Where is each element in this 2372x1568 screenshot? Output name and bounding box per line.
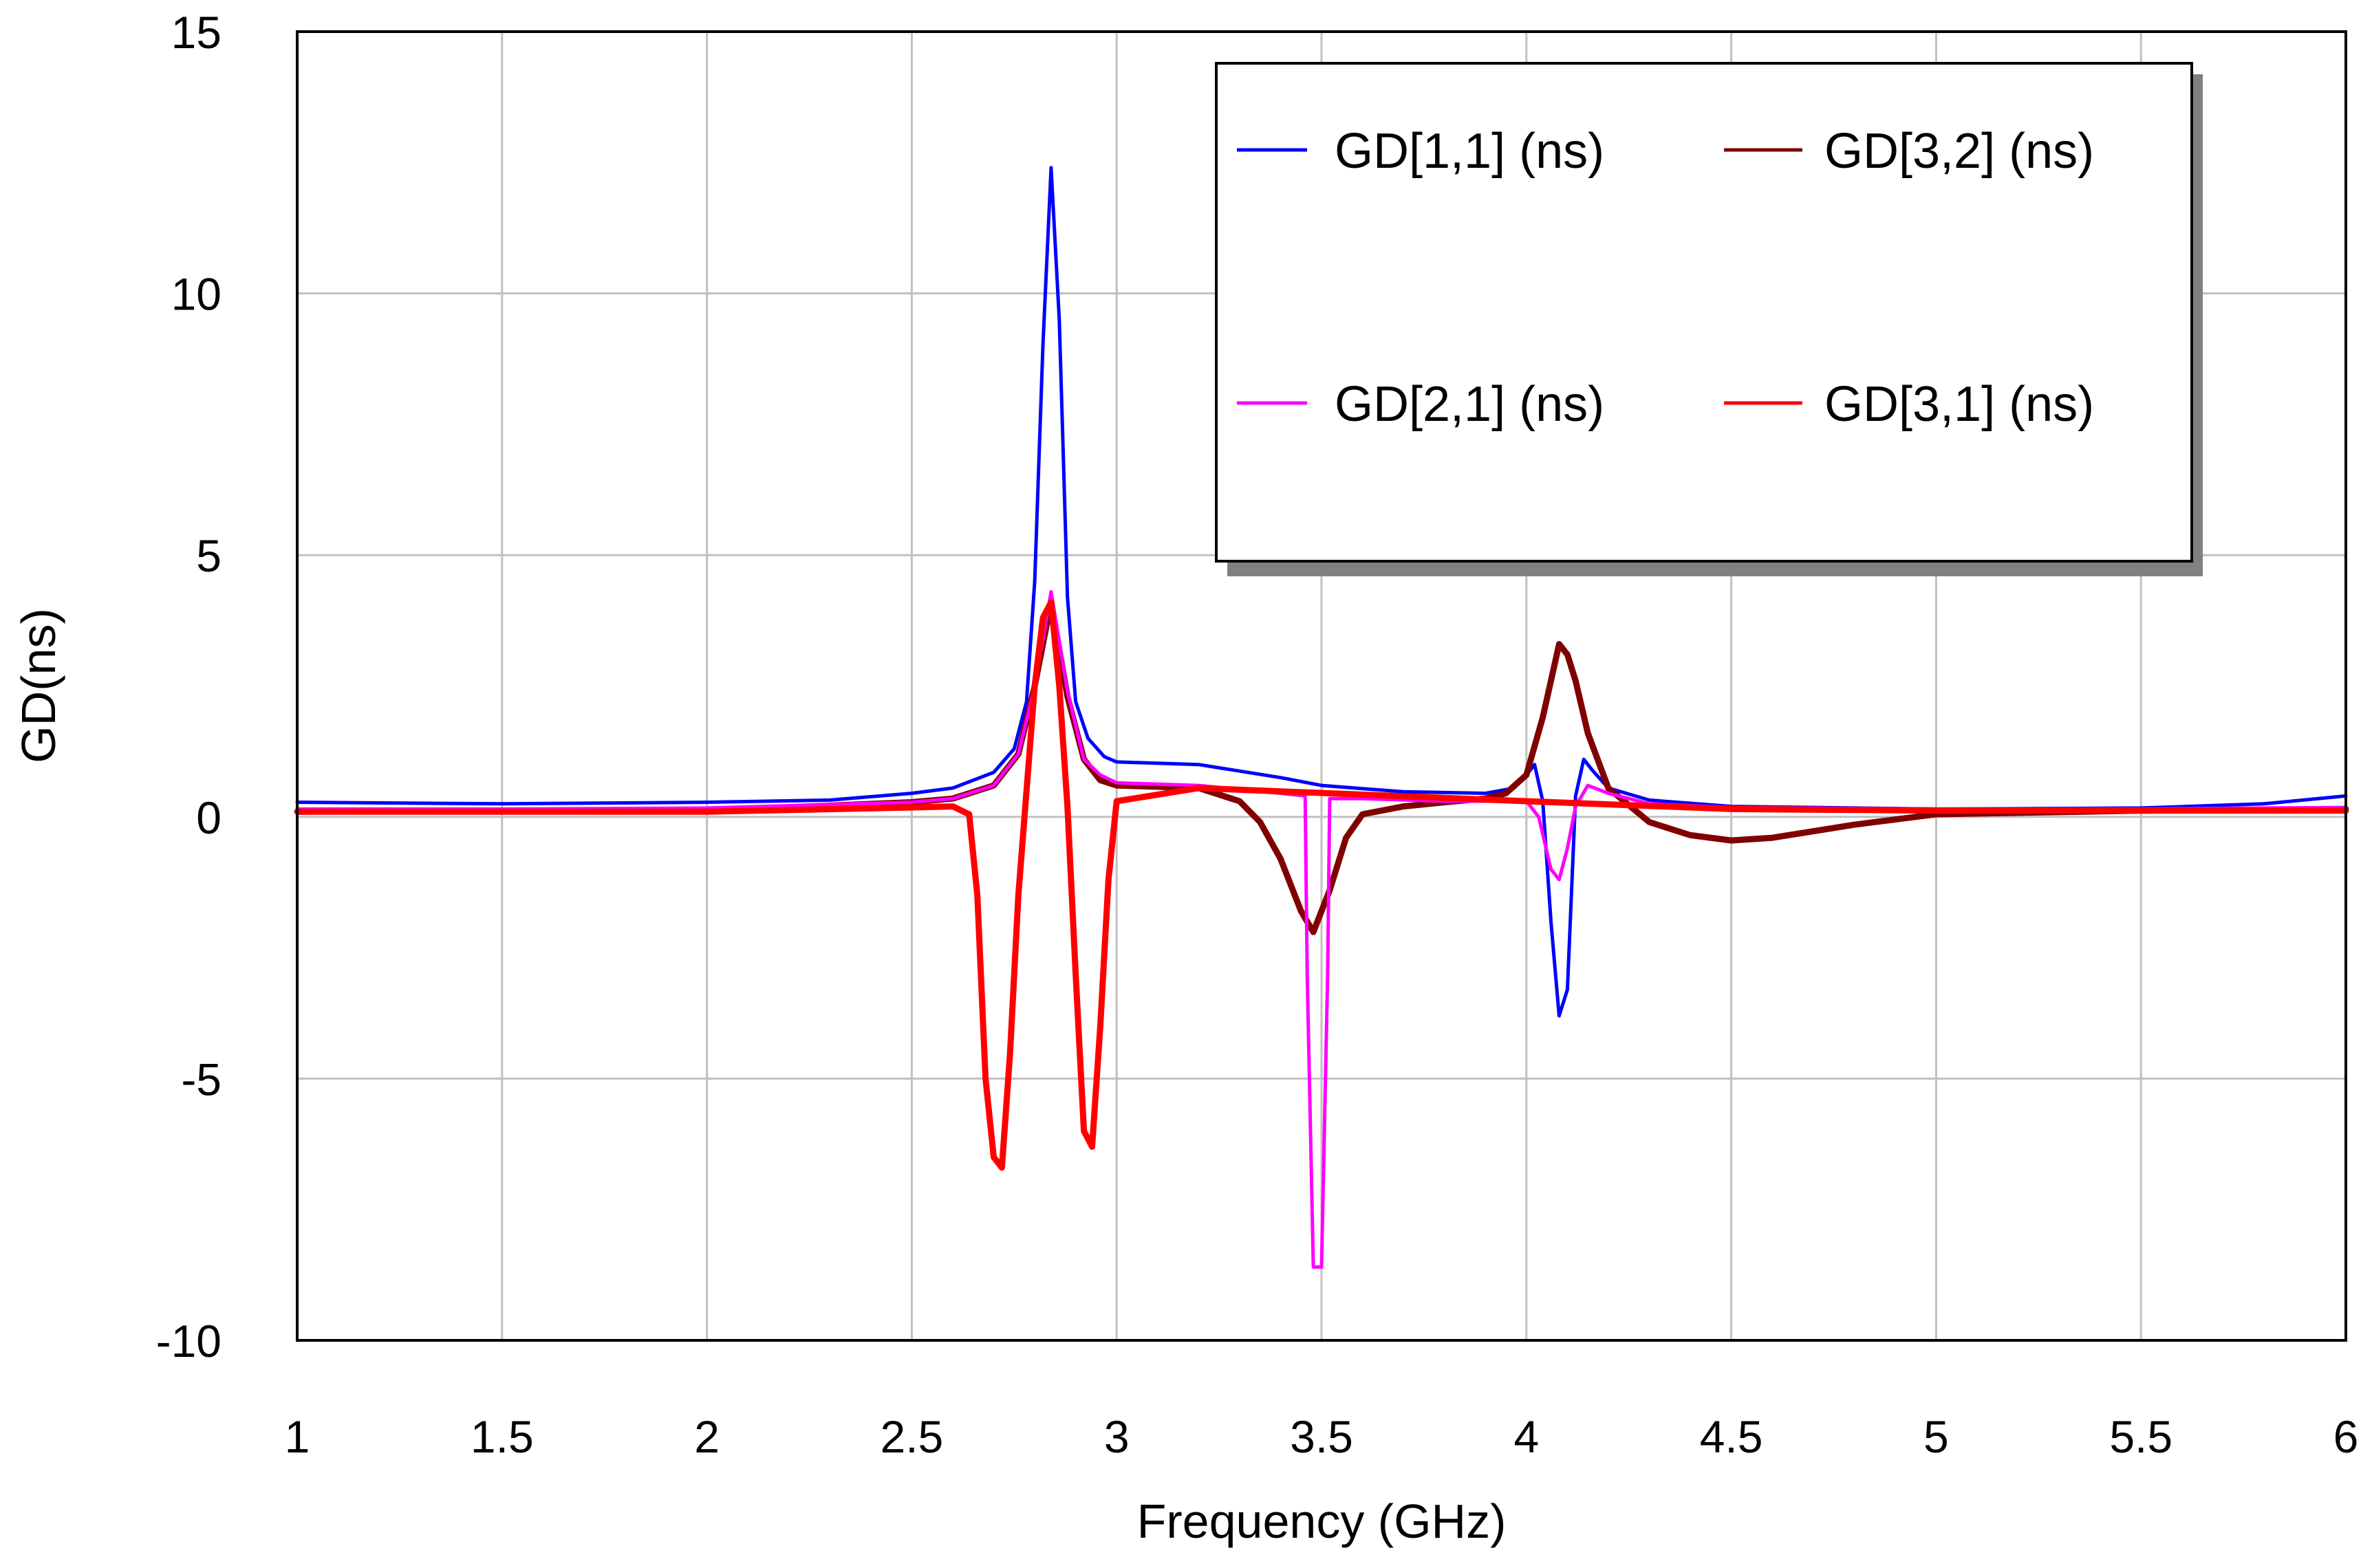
plot-area-border (296, 30, 2347, 1342)
x-tick-label: 2 (694, 1411, 720, 1462)
series-layer (294, 166, 2349, 1269)
y-tick-label: -10 (156, 1316, 222, 1366)
x-tick-label: 5.5 (2109, 1411, 2172, 1462)
legend-label-gd11: GD[1,1] (ns) (1335, 124, 1604, 179)
y-tick-label: 5 (196, 530, 222, 581)
x-tick-label: 5 (1923, 1411, 1949, 1462)
series-line-4 (294, 599, 2349, 1171)
legend-label-gd21: GD[2,1] (ns) (1335, 377, 1604, 432)
y-tick-label: 10 (171, 269, 222, 320)
legend: GD[1,1] (ns) GD[3,2] (ns) GD[2,1] (ns) G… (1215, 62, 2203, 576)
x-tick-label: 1 (285, 1411, 310, 1462)
y-tick-label: -5 (181, 1054, 222, 1104)
x-axis-label: Frequency (GHz) (1137, 1494, 1507, 1548)
y-axis-label: GD(ns) (12, 608, 65, 763)
x-tick-label: 3.5 (1290, 1411, 1353, 1462)
legend-label-gd31: GD[3,1] (ns) (1824, 377, 2094, 432)
x-tick-label: 3 (1104, 1411, 1130, 1462)
series-line-1 (295, 166, 2348, 1018)
x-tick-label: 1.5 (471, 1411, 534, 1462)
y-tick-label: 15 (171, 7, 222, 58)
legend-box (1215, 62, 2193, 563)
y-tick-labels: -10 -5 0 5 10 15 (156, 7, 222, 1366)
x-tick-labels: 1 1.5 2 2.5 3 3.5 4 4.5 5 5.5 6 (285, 1411, 2359, 1462)
y-tick-label: 0 (196, 792, 222, 843)
x-tick-label: 2.5 (881, 1411, 944, 1462)
legend-label-gd32: GD[3,2] (ns) (1824, 124, 2094, 179)
x-tick-label: 4 (1513, 1411, 1539, 1462)
x-tick-label: 6 (2333, 1411, 2359, 1462)
series-line-3 (295, 590, 2348, 1269)
x-tick-label: 4.5 (1700, 1411, 1763, 1462)
